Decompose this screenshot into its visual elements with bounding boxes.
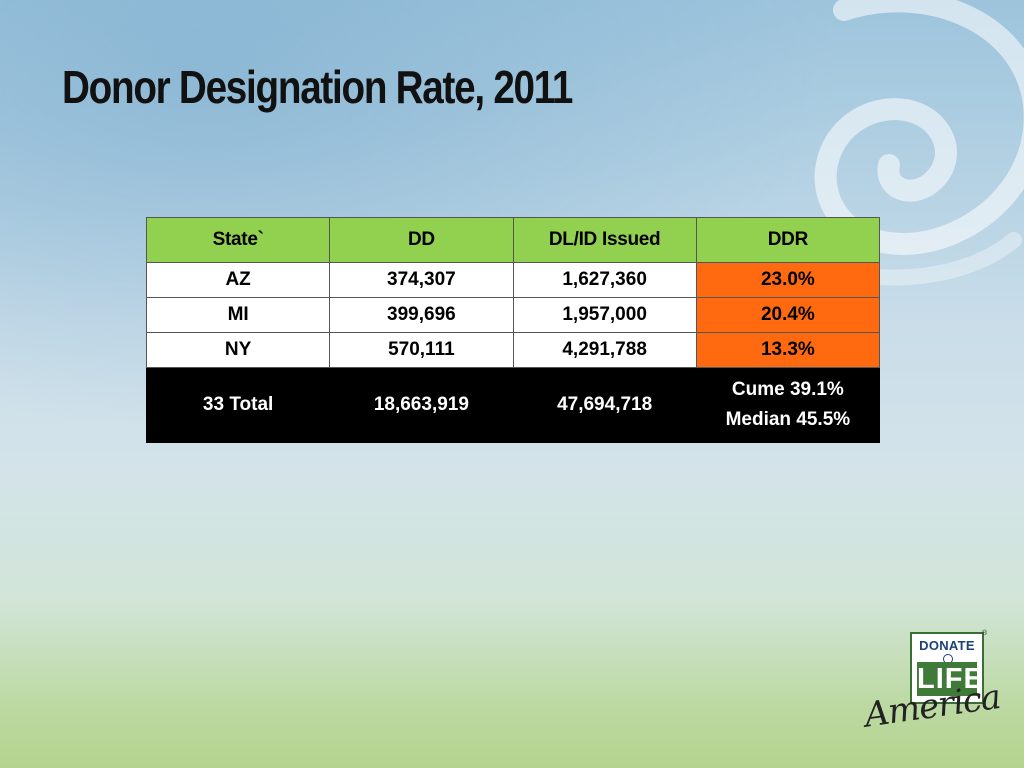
table-header-row: State` DD DL/ID Issued DDR (145, 217, 881, 263)
designation-table: State` DD DL/ID Issued DDR AZ 374,307 1,… (145, 217, 881, 443)
header-dd: DD (329, 217, 514, 263)
logo-badge: DONATE LIFE (910, 632, 984, 704)
cell-issued: 1,627,360 (512, 262, 697, 298)
donate-life-america-logo: DONATE LIFE ® America (858, 630, 1008, 750)
header-dl-id-issued: DL/ID Issued (512, 217, 697, 263)
cell-dd: 570,111 (329, 332, 514, 368)
logo-donate-text: DONATE (919, 638, 975, 653)
total-row: 33 Total 18,663,919 47,694,718 Cume 39.1… (145, 367, 881, 443)
cell-ddr: 20.4% (695, 297, 881, 333)
cell-issued: 1,957,000 (512, 297, 697, 333)
cell-ddr: 23.0% (695, 262, 881, 298)
total-ddr: Cume 39.1% Median 45.5% (695, 367, 881, 443)
slide-title: Donor Designation Rate, 2011 (62, 61, 573, 113)
total-median: Median 45.5% (725, 409, 851, 430)
registered-mark: ® (982, 630, 988, 637)
total-issued: 47,694,718 (512, 367, 697, 443)
cell-ddr: 13.3% (695, 332, 881, 368)
header-ddr: DDR (695, 217, 881, 263)
cell-dd: 399,696 (329, 297, 514, 333)
logo-life-text: LIFE (917, 662, 984, 696)
cell-dd: 374,307 (329, 262, 514, 298)
table-row: MI 399,696 1,957,000 20.4% (145, 297, 881, 333)
table-row: AZ 374,307 1,627,360 23.0% (145, 262, 881, 298)
cell-state: AZ (145, 262, 331, 298)
cell-state: MI (145, 297, 331, 333)
total-dd: 18,663,919 (329, 367, 514, 443)
total-label: 33 Total (145, 367, 331, 443)
cell-state: NY (145, 332, 331, 368)
logo-america-text: America (862, 677, 1003, 736)
cell-issued: 4,291,788 (512, 332, 697, 368)
table-row: NY 570,111 4,291,788 13.3% (145, 332, 881, 368)
total-cume: Cume 39.1% (731, 379, 844, 400)
header-state: State` (145, 217, 331, 263)
